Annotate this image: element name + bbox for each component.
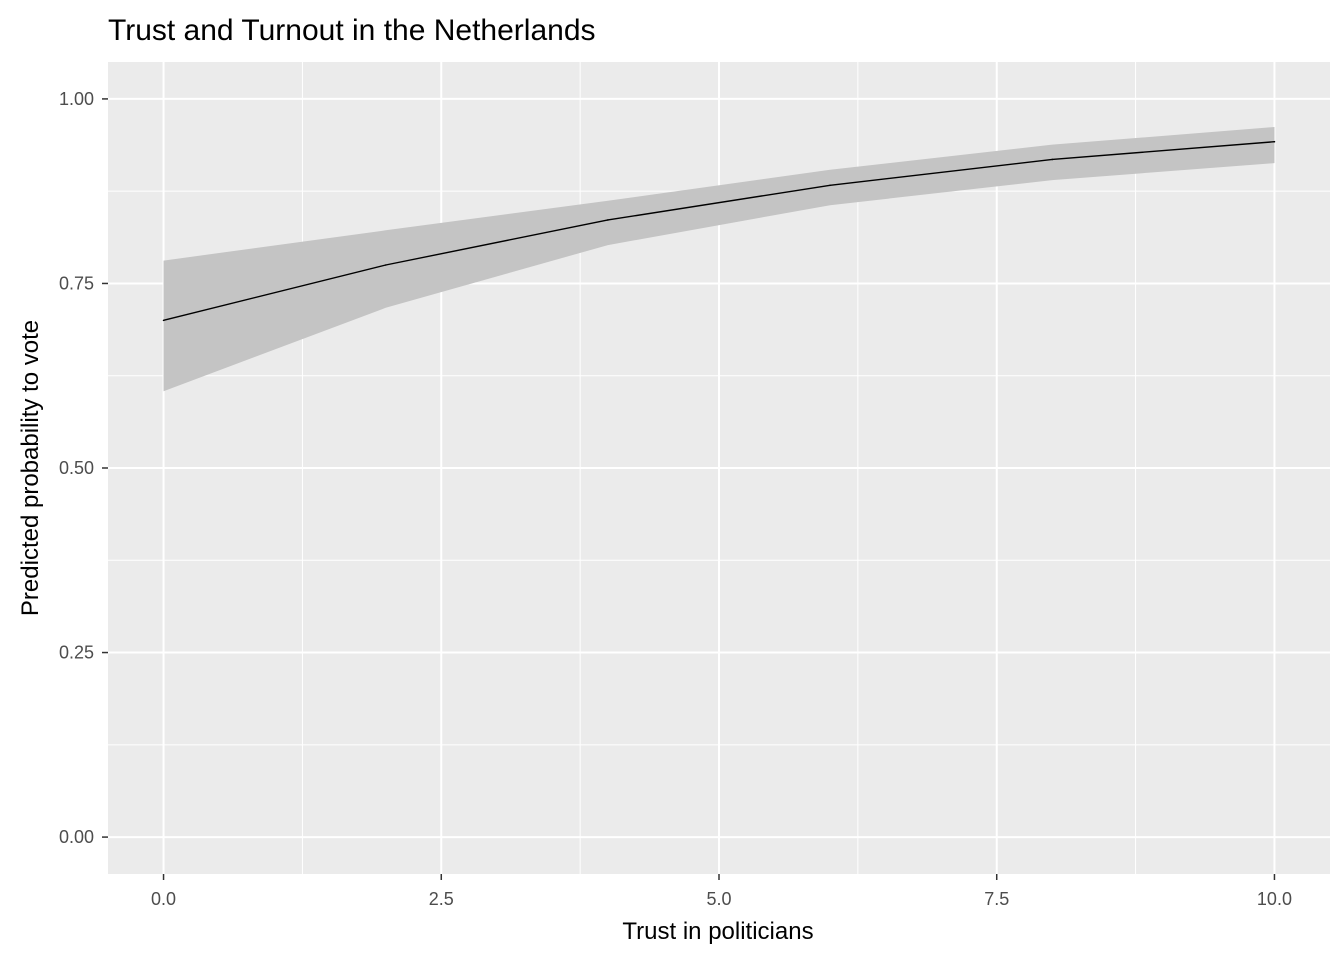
x-axis-title: Trust in politicians <box>622 918 813 945</box>
y-axis-title: Predicted probability to vote <box>17 320 44 616</box>
confidence-ribbon <box>163 126 1275 392</box>
x-tick-label: 0.0 <box>151 889 176 909</box>
x-tick-label: 10.0 <box>1257 889 1292 909</box>
prediction-line <box>163 141 1275 322</box>
y-tick-label: 1.00 <box>59 89 94 109</box>
data-point <box>1273 140 1276 143</box>
data-point <box>607 219 609 221</box>
y-tick-label: 0.75 <box>59 273 94 293</box>
data-point <box>1051 158 1054 161</box>
x-tick-label: 5.0 <box>706 889 731 909</box>
y-axis-ticks: 0.00 0.25 0.50 0.75 1.00 <box>59 89 108 847</box>
y-tick-label: 0.25 <box>59 643 94 663</box>
data-point <box>829 184 831 187</box>
chart-title: Trust and Turnout in the Netherlands <box>108 14 596 47</box>
data-point <box>384 264 387 266</box>
major-gridlines <box>108 62 1330 874</box>
y-tick-label: 0.50 <box>59 458 94 478</box>
y-tick-label: 0.00 <box>59 827 94 847</box>
x-tick-label: 2.5 <box>429 889 454 909</box>
x-tick-label: 7.5 <box>984 889 1009 909</box>
data-point <box>162 319 165 322</box>
data-points <box>162 140 1276 322</box>
x-axis-ticks: 0.0 2.5 5.0 7.5 10.0 <box>151 874 1292 909</box>
